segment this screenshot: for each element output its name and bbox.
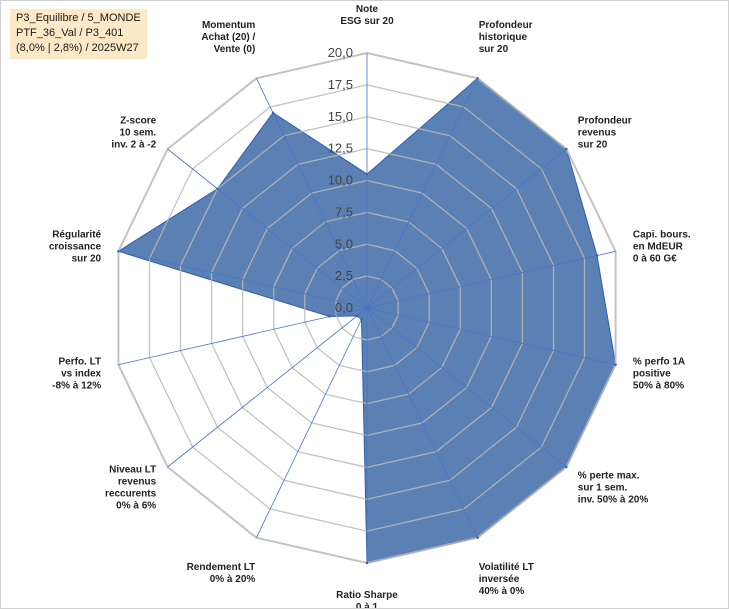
data-point — [595, 254, 599, 257]
spoke — [118, 307, 368, 366]
tick-label: 5,0 — [335, 236, 353, 251]
spoke — [118, 250, 368, 309]
tick-label: 15,0 — [328, 109, 353, 124]
axis-label: Momentum Achat (20) / Vente (0) — [201, 20, 255, 55]
axis-label: Niveau LT revenus reccurents 0% à 6% — [105, 465, 157, 512]
axis-label: Rendement LT 0% à 20% — [187, 562, 256, 585]
data-point — [565, 465, 568, 469]
spoke — [256, 307, 368, 538]
axis-label: Volatilité LT inversée 40% à 0% — [479, 562, 534, 597]
data-point — [328, 315, 331, 318]
info-line-1: P3_Equilibre / 5_MONDE — [16, 12, 141, 24]
tick-label: 2,5 — [335, 268, 353, 283]
info-line-2: PTF_36_Val / P3_401 — [16, 27, 124, 39]
spoke — [366, 148, 567, 309]
info-box: P3_Equilibre / 5_MONDE PTF_36_Val / P3_4… — [10, 9, 147, 59]
info-line-3: (8,0% | 2,8%) / 2025W27 — [16, 42, 139, 54]
tick-label: 0,0 — [335, 300, 353, 315]
data-point — [117, 250, 120, 253]
spoke — [167, 148, 368, 309]
axis-label: Note ESG sur 20 — [340, 4, 394, 27]
data-point — [365, 561, 369, 565]
spoke — [366, 250, 616, 309]
spoke — [256, 78, 368, 309]
spoke — [366, 307, 567, 468]
data-point — [365, 172, 369, 176]
data-point — [476, 77, 479, 80]
spoke — [366, 307, 478, 538]
tick-label: 12,5 — [328, 141, 353, 156]
data-point — [271, 111, 275, 114]
data-point — [360, 318, 363, 321]
spoke — [167, 307, 368, 468]
axis-label: Perfo. LT vs index -8% à 12% — [52, 356, 101, 391]
axis-label: Z-score 10 sem. inv. 2 à -2 — [111, 115, 156, 150]
data-point — [216, 187, 219, 190]
data-point — [476, 536, 479, 539]
axis-label: % perfo 1A positive 50% à 80% — [633, 356, 685, 391]
axis-label: Profondeur revenus sur 20 — [578, 115, 632, 150]
tick-label: 7,5 — [335, 204, 353, 219]
tick-label: 17,5 — [328, 77, 353, 92]
axis-label: Profondeur historique sur 20 — [479, 20, 533, 55]
data-point — [565, 147, 568, 151]
axis-label: Régularité croissance sur 20 — [49, 230, 102, 265]
tick-label: 10,0 — [328, 173, 353, 188]
axis-label: Ratio Sharpe 0 à 1 — [336, 590, 398, 608]
data-point — [614, 363, 617, 366]
spoke — [366, 78, 478, 309]
data-point — [355, 314, 359, 318]
axis-label: Capi. bours. en MdEUR 0 à 60 G€ — [633, 230, 691, 265]
spoke — [366, 307, 616, 366]
axis-label: % perte max. sur 1 sem. inv. 50% à 20% — [578, 471, 649, 506]
tick-label: 20,0 — [328, 45, 353, 60]
